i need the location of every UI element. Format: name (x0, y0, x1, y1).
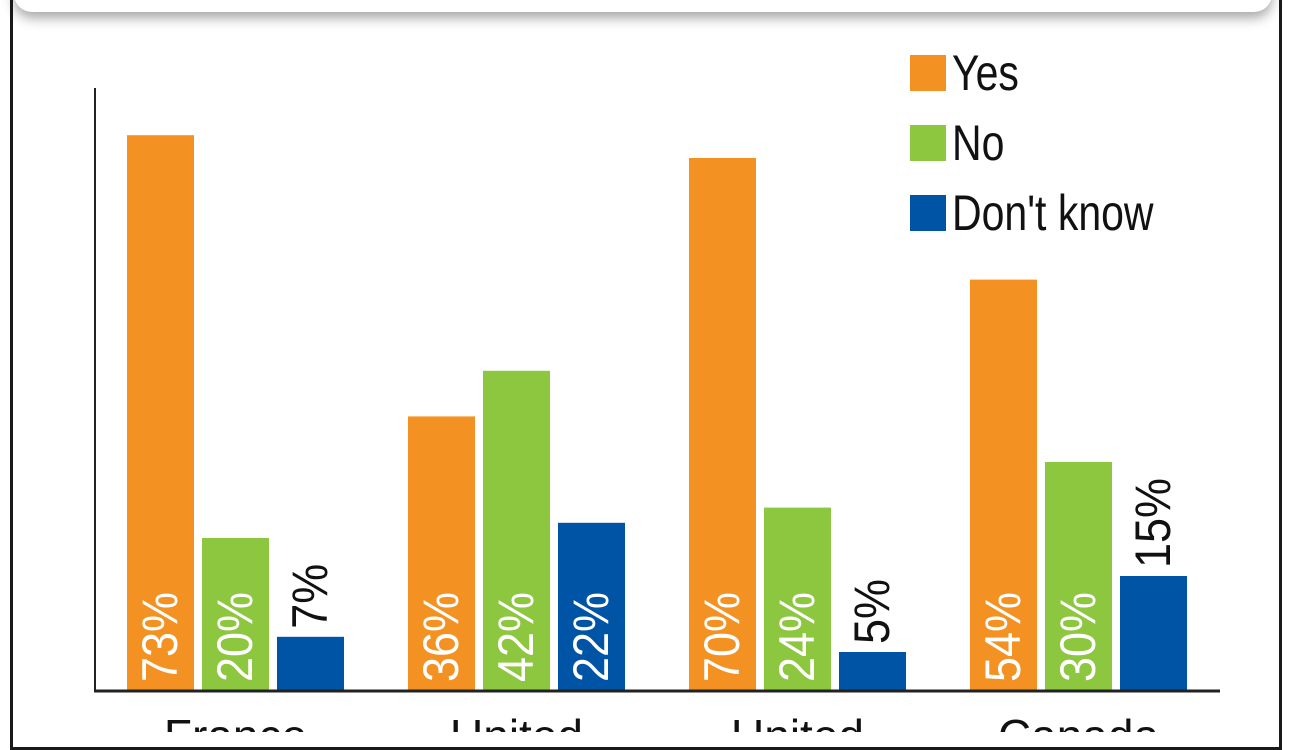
bar-yes-2 (408, 416, 475, 690)
bar-yes-1 (127, 135, 194, 690)
bar-chart: 73% 20% 7% 36% 42% 22% 70% 24% 5% 54% 30% 15% Franc… (94, 88, 1220, 732)
bar-no-1 (202, 538, 269, 690)
bar-don-t-know-2 (558, 522, 625, 690)
legend-item-yes: Yes (910, 38, 1198, 108)
category-label-3: United (731, 710, 864, 732)
category-label-1: France (164, 710, 307, 732)
bar-no-2 (483, 370, 550, 690)
legend-swatch-dont-know (910, 195, 946, 231)
value-label-yes-4: 54% (976, 592, 1032, 682)
category-label-2: United (450, 710, 583, 732)
bar-don-t-know-1 (277, 636, 344, 690)
value-label-don-t-know-3: 5% (845, 579, 901, 644)
value-label-don-t-know-1: 7% (283, 564, 339, 629)
legend-swatch-no (910, 125, 946, 161)
labels-layer: 73% 20% 7% 36% 42% 22% 70% 24% 5% 54% 30% 15% (133, 478, 1182, 682)
value-label-no-4: 30% (1051, 592, 1107, 682)
legend: Yes No Don't know (910, 38, 1198, 248)
axes-layer (94, 88, 1220, 693)
legend-item-dont-know: Don't know (910, 178, 1198, 248)
bar-yes-4 (970, 279, 1037, 690)
value-label-no-3: 24% (770, 592, 826, 682)
category-labels: France United United Canada (164, 710, 1160, 732)
value-label-yes-3: 70% (695, 592, 751, 682)
bar-don-t-know-3 (839, 652, 906, 690)
value-label-yes-2: 36% (414, 592, 470, 682)
bar-yes-3 (689, 158, 756, 690)
value-label-yes-1: 73% (133, 592, 189, 682)
value-label-no-1: 20% (208, 592, 264, 682)
header-bar (14, 0, 1272, 12)
bar-no-3 (764, 507, 831, 690)
legend-label-yes: Yes (952, 45, 1019, 101)
value-label-don-t-know-4: 15% (1126, 478, 1182, 568)
legend-item-no: No (910, 108, 1198, 178)
bars-layer (127, 135, 1187, 690)
value-label-don-t-know-2: 22% (564, 592, 620, 682)
value-label-no-2: 42% (489, 592, 545, 682)
bar-no-4 (1045, 462, 1112, 690)
legend-label-dont-know: Don't know (952, 185, 1154, 241)
category-label-4: Canada (998, 710, 1160, 732)
legend-label-no: No (952, 115, 1005, 171)
legend-swatch-yes (910, 55, 946, 91)
bar-don-t-know-4 (1120, 576, 1187, 690)
